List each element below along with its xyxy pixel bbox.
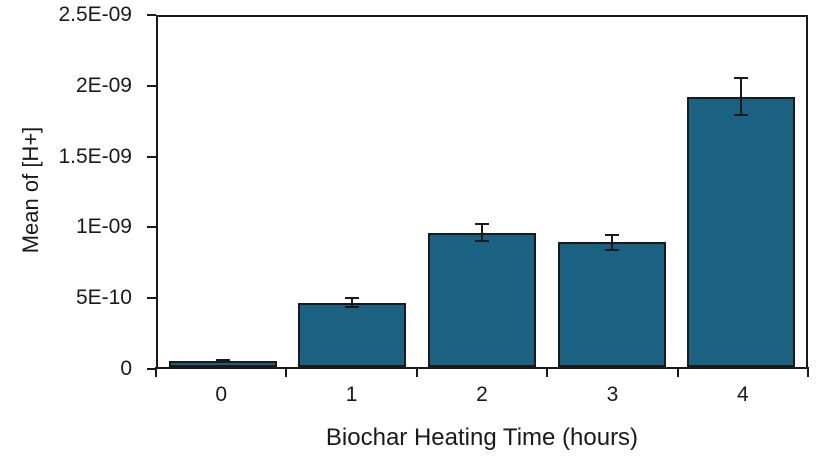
bars-layer bbox=[158, 17, 806, 367]
error-bar bbox=[604, 234, 619, 251]
bar-slot bbox=[676, 17, 806, 367]
y-tick-label: 1E-09 bbox=[75, 215, 132, 239]
y-tick-label: 5E-10 bbox=[75, 286, 132, 310]
plot-area bbox=[156, 15, 808, 369]
y-tick-label: 0 bbox=[120, 357, 132, 380]
x-tick-mark bbox=[285, 367, 288, 377]
bar-slot bbox=[547, 17, 677, 367]
error-bar bbox=[345, 297, 360, 309]
bar bbox=[427, 232, 536, 367]
y-tick-mark bbox=[147, 155, 156, 158]
bar-slot bbox=[158, 17, 288, 367]
error-bar-line bbox=[740, 79, 743, 115]
x-tick-label: 0 bbox=[215, 383, 228, 406]
bar-slot bbox=[417, 17, 547, 367]
y-tick-label: 1.5E-09 bbox=[58, 144, 132, 168]
y-tick-labels: 0 5E-10 1E-09 1.5E-09 2E-09 2.5E-09 bbox=[0, 3, 132, 380]
error-bar bbox=[474, 222, 489, 243]
x-tick-mark bbox=[807, 367, 809, 377]
x-tick-mark bbox=[415, 367, 418, 377]
x-tick-labels: 0 1 2 3 4 bbox=[156, 383, 808, 407]
error-bar-line bbox=[480, 224, 483, 241]
bar-slot bbox=[288, 17, 418, 367]
error-bar bbox=[215, 359, 230, 364]
x-axis-label: Biochar Heating Time (hours) bbox=[325, 424, 639, 451]
y-tick-label: 2.5E-09 bbox=[58, 3, 132, 26]
y-tick-mark bbox=[147, 84, 156, 87]
x-tick-label: 3 bbox=[606, 383, 619, 406]
error-bar-line bbox=[351, 299, 354, 307]
x-tick-mark bbox=[546, 367, 549, 377]
bar bbox=[557, 242, 666, 367]
error-bar bbox=[734, 77, 749, 117]
y-tick-mark bbox=[147, 226, 156, 229]
y-tick-mark bbox=[147, 368, 156, 370]
x-tick-label: 2 bbox=[476, 383, 488, 406]
error-bar-line bbox=[610, 236, 613, 249]
x-tick-label: 1 bbox=[345, 383, 358, 406]
x-tick-label: 4 bbox=[736, 383, 749, 406]
bar bbox=[687, 96, 796, 367]
y-tick-mark bbox=[147, 14, 156, 16]
x-tick-mark bbox=[676, 367, 679, 377]
y-tick-label: 2E-09 bbox=[75, 73, 132, 97]
x-tick-mark bbox=[155, 367, 157, 377]
x-tick-marks bbox=[155, 367, 809, 377]
y-tick-marks bbox=[147, 14, 156, 370]
y-tick-mark bbox=[147, 297, 156, 300]
bar bbox=[298, 302, 407, 367]
